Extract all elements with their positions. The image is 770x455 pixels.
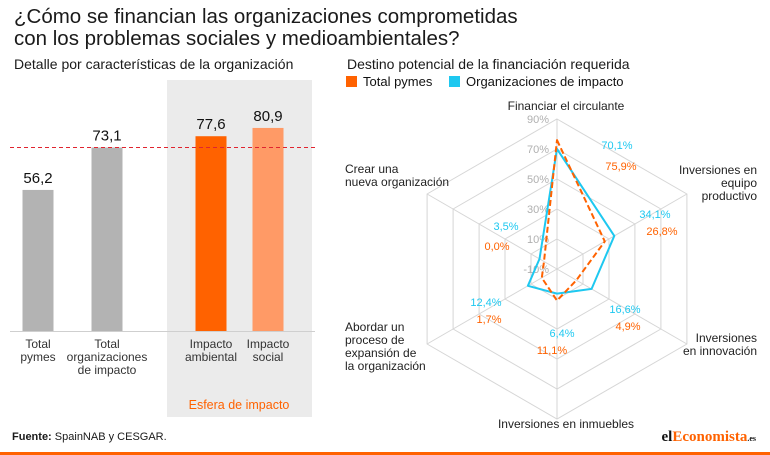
bar bbox=[195, 136, 227, 331]
radar-axis-label: Inversiones bbox=[696, 331, 757, 345]
bar-value-label: 56,2 bbox=[23, 170, 52, 187]
radar-value-label: 75,9% bbox=[605, 161, 636, 173]
headline-line-2: con los problemas sociales y medioambien… bbox=[14, 27, 460, 50]
radar-axis-label: Abordar un bbox=[345, 320, 404, 334]
radar-chart-subtitle: Destino potencial de la financiación req… bbox=[347, 56, 630, 72]
brand-logo: elEconomista.es bbox=[662, 429, 757, 446]
radar-value-label: 4,9% bbox=[615, 321, 640, 333]
bar-category-label: Impacto bbox=[190, 337, 233, 351]
radar-axis-label: productivo bbox=[702, 189, 758, 203]
radar-axis-label: Inversiones en inmuebles bbox=[498, 417, 634, 431]
radar-axis-label: nueva organización bbox=[345, 175, 449, 189]
radar-spoke bbox=[426, 268, 558, 345]
source-note: Fuente: SpainNAB y CESGAR. bbox=[12, 431, 167, 443]
bar-value-label: 73,1 bbox=[92, 128, 121, 145]
bar-value-label: 77,6 bbox=[196, 116, 225, 133]
radar-value-label: 11,1% bbox=[537, 345, 568, 357]
bar-chart: Esfera de impacto56,2Totalpymes73,1Total… bbox=[10, 80, 315, 417]
radar-value-label: 6,4% bbox=[549, 328, 574, 340]
bar-category-label: social bbox=[253, 350, 284, 364]
legend-label: Total pymes bbox=[363, 74, 433, 89]
radar-series-line bbox=[540, 139, 606, 302]
radar-spoke bbox=[426, 193, 558, 270]
bar bbox=[252, 127, 284, 331]
brand-suffix: .es bbox=[747, 434, 756, 443]
radar-value-label: 1,7% bbox=[476, 314, 501, 326]
radar-ring-label: 50% bbox=[527, 174, 549, 186]
radar-value-label: 12,4% bbox=[470, 297, 501, 309]
radar-ring-label: 70% bbox=[527, 144, 549, 156]
radar-chart: Total pymes Organizaciones de impacto-10%… bbox=[345, 74, 757, 431]
radar-spoke bbox=[556, 193, 688, 270]
legend-label: Organizaciones de impacto bbox=[466, 74, 624, 89]
radar-axis-label: Crear una bbox=[345, 162, 399, 176]
bar-category-label: Impacto bbox=[247, 337, 290, 351]
impact-sphere-label: Esfera de impacto bbox=[189, 398, 290, 412]
radar-value-label: 16,6% bbox=[609, 304, 640, 316]
bottom-accent-bar bbox=[0, 452, 770, 455]
impact-sphere-background bbox=[167, 80, 312, 417]
bar-category-label: organizaciones bbox=[67, 350, 148, 364]
radar-axis-label: Financiar el circulante bbox=[508, 99, 625, 113]
source-label: Fuente: bbox=[12, 431, 52, 443]
headline-line-1: ¿Cómo se financian las organizaciones co… bbox=[14, 5, 518, 28]
bar-category-label: de impacto bbox=[78, 363, 137, 377]
radar-value-label: 3,5% bbox=[493, 221, 518, 233]
radar-ring-label: 90% bbox=[527, 114, 549, 126]
brand-prefix: el bbox=[661, 429, 673, 445]
headline: ¿Cómo se financian las organizaciones co… bbox=[14, 6, 574, 50]
radar-spoke bbox=[556, 268, 688, 345]
legend-swatch bbox=[346, 76, 357, 87]
bar-value-label: 80,9 bbox=[253, 108, 282, 125]
radar-value-label: 70,1% bbox=[601, 140, 632, 152]
bar bbox=[22, 189, 54, 331]
radar-value-label: 26,8% bbox=[646, 226, 677, 238]
radar-series-line bbox=[526, 147, 616, 295]
bar-category-label: Total bbox=[25, 337, 50, 351]
radar-axis-label: en innovación bbox=[683, 344, 757, 358]
radar-value-label: 34,1% bbox=[639, 209, 670, 221]
bar-category-label: ambiental bbox=[185, 350, 237, 364]
bar-category-label: Total bbox=[94, 337, 119, 351]
bar-chart-subtitle: Detalle por características de la organi… bbox=[14, 56, 294, 72]
radar-ring-label: 30% bbox=[527, 204, 549, 216]
radar-axis-label: expansión de bbox=[345, 346, 417, 360]
legend-swatch bbox=[449, 76, 460, 87]
bar-category-label: pymes bbox=[20, 350, 55, 364]
radar-axis-label: Inversiones en bbox=[679, 163, 757, 177]
radar-axis-label: proceso de bbox=[345, 333, 405, 347]
radar-axis-label: equipo bbox=[721, 176, 757, 190]
brand-accent: Economista bbox=[672, 429, 748, 445]
source-text: SpainNAB y CESGAR. bbox=[54, 431, 167, 443]
bar bbox=[91, 147, 123, 331]
radar-axis-label: la organización bbox=[345, 359, 426, 373]
radar-value-label: 0,0% bbox=[484, 241, 509, 253]
